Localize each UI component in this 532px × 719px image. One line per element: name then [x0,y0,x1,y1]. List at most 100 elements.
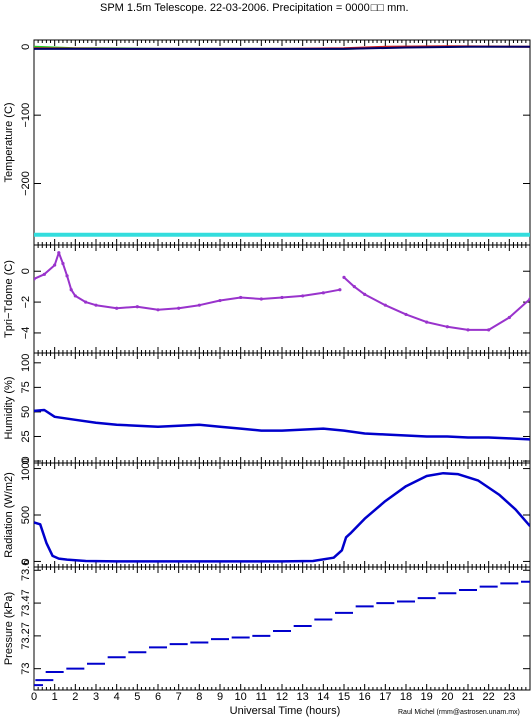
x-tick-label: 5 [134,691,140,703]
tdiff-point [53,263,57,267]
y-tick-label: −4 [20,327,32,340]
y-tick-label: 0 [20,558,32,564]
y-axis-label: Radiation (W/m2) [3,472,15,558]
tdiff-point [487,328,491,332]
tdiff-point [363,292,367,296]
x-tick-label: 23 [503,691,515,703]
x-tick-label: 15 [338,691,350,703]
humidity-series-line [34,408,530,441]
panel-1: 0 −100 −200 Temperature (C) [3,39,531,246]
panel-3: 0 25 50 75 100 Humidity (%) [3,352,531,464]
x-tick-label: 21 [462,691,474,703]
tdiff-point [404,312,408,317]
chart-title: SPM 1.5m Telescope. 22-03-2006. Precipit… [100,2,409,14]
y-axis-label: Tpri−Tdome (C) [3,260,15,338]
y-tick-label: 500 [20,506,32,524]
y-tick-label: 0 [20,44,32,50]
y-tick-label: 73.27 [20,622,32,650]
y-axis-label: Temperature (C) [3,102,15,182]
x-tick-label: 17 [379,691,391,703]
y-tick-label: 25 [20,430,32,442]
x-tick-label: 19 [421,691,433,703]
tdiff-point [466,328,470,332]
y-tick-label: 75 [20,381,32,393]
chart-title-suffix: mm. [384,2,408,14]
credit-text: Raul Michel (rmm@astrosen.unam.mx) [398,709,520,716]
x-axis: 0 1 2 3 4 5 6 7 8 9 10 11 12 13 14 15 16 17 18 19 20 21 22 23 [31,691,516,703]
panel-frame [33,39,531,246]
y-tick-label: 73.6 [20,560,32,581]
tdiff-point [342,275,346,279]
tdiff-point [338,288,342,292]
data-layer [34,45,530,237]
x-tick-label: 1 [52,691,58,703]
tdiff-point [321,291,325,295]
tdiff-series-line [343,276,530,331]
tdiff-point [65,274,69,278]
y-tick-label: −200 [20,171,32,196]
x-tick-label: 16 [359,691,371,703]
y-tick-label: 100 [20,354,32,372]
y-tick-label: 0 [20,458,32,464]
tdiff-point [301,294,305,298]
panel-2: 0 −2 −4 Tpri−Tdome (C) [3,244,531,354]
x-tick-label: 6 [155,691,161,703]
x-tick-label: 3 [93,691,99,703]
y-tick-label: 73 [20,663,32,675]
panel-frame [33,462,531,568]
tdiff-point [135,305,139,309]
tdiff-point [84,300,88,304]
x-tick-label: 7 [176,691,182,703]
data-layer [34,471,530,563]
y-tick-label: 73.47 [20,589,32,617]
tdiff-point [259,297,263,301]
panel-5: 73 73.27 73.47 73.6 Pressure (kPa) [3,560,531,691]
x-axis-label: Universal Time (hours) [230,705,341,717]
tdiff-point [34,277,36,281]
x-tick-label: 22 [483,691,495,703]
x-tick-label: 12 [276,691,288,703]
tdiff-point [352,285,356,289]
panels: 0 −100 −200 Temperature (C) 0 −2 −4 Tpri−Tdome … [3,39,531,691]
tdiff-point [445,325,449,329]
tdiff-point [61,261,65,266]
x-tick-label: 20 [441,691,453,703]
y-axis-label: Pressure (kPa) [3,592,15,665]
y-tick-label: −2 [20,296,32,309]
y-tick-label: 0 [20,268,32,274]
tdiff-point [94,303,98,307]
x-tick-label: 8 [196,691,202,703]
tdiff-point [239,295,243,300]
radiation-series-line [34,471,530,563]
x-tick-label: 14 [317,691,329,703]
chart-title-text: SPM 1.5m Telescope. 22-03-2006. Precipit… [100,2,370,14]
tdiff-point [383,303,387,307]
tdiff-point [280,295,284,300]
tdiff-point [156,308,160,312]
x-tick-label: 18 [400,691,412,703]
x-tick-label: 10 [235,691,247,703]
tdiff-point [218,298,222,303]
tdiff-point [57,251,61,255]
temperature-series-line [34,45,530,50]
tdiff-point [177,306,181,310]
y-axis-label: Humidity (%) [3,377,15,440]
tdiff-point [425,320,429,324]
y-tick-label: 50 [20,406,32,418]
tdiff-point [115,306,119,310]
tdiff-point [528,297,530,301]
x-tick-label: 13 [297,691,309,703]
data-layer [34,580,530,687]
panel-frame [33,352,531,464]
data-layer [34,408,530,441]
y-tick-label: −100 [20,103,32,128]
tdiff-point [73,294,77,298]
data-layer [34,251,530,332]
panel-4: 0 500 1000 Radiation (W/m2) [3,456,531,568]
tdiff-point [69,288,73,292]
x-tick-label: 0 [31,691,37,703]
tdiff-point [507,315,511,320]
y-tick-label: 1000 [20,456,32,480]
x-tick-label: 9 [217,691,223,703]
